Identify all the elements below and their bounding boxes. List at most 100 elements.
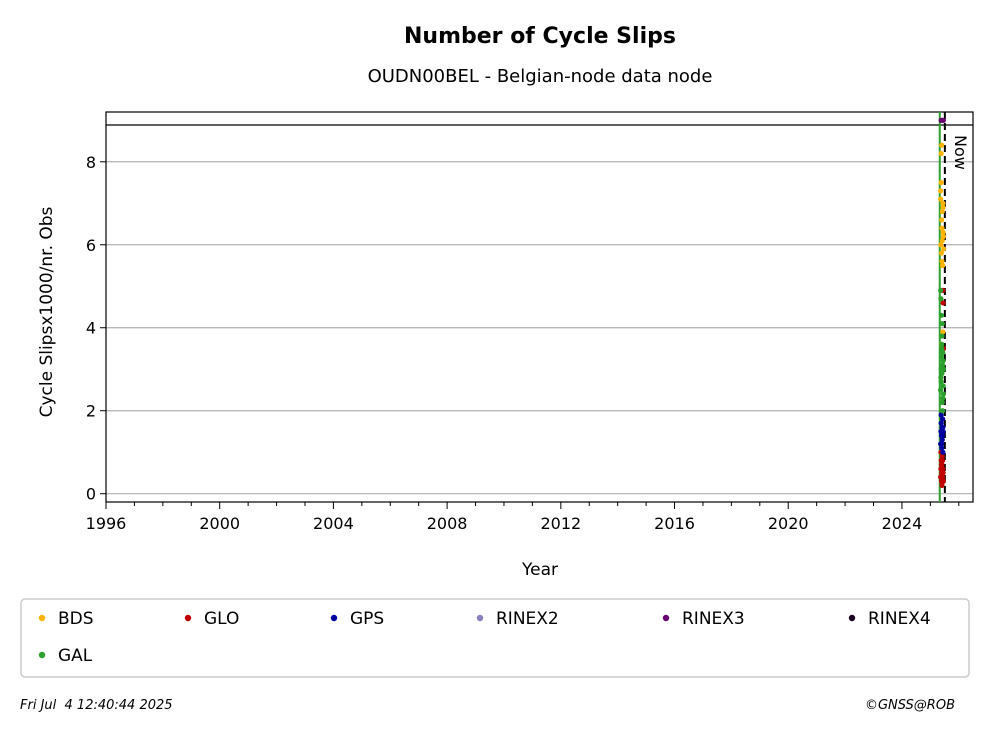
legend-box bbox=[20, 598, 970, 678]
point-gal bbox=[939, 362, 946, 368]
legend: BDS GLO GPS RINEX2 RINEX3 RINEX4 GAL bbox=[38, 609, 931, 666]
point-gal bbox=[938, 354, 945, 360]
legend-label-gps: GPS bbox=[350, 609, 384, 629]
point-gal bbox=[939, 399, 945, 406]
y-tick-label: 6 bbox=[86, 236, 96, 255]
point-gal bbox=[938, 312, 945, 318]
point-gal bbox=[939, 341, 945, 347]
point-gps bbox=[938, 412, 944, 418]
y-tick-label: 8 bbox=[86, 153, 96, 172]
point-glo bbox=[940, 478, 947, 484]
point-gps bbox=[939, 445, 945, 451]
point-bds bbox=[939, 258, 945, 264]
y-tick-label: 4 bbox=[86, 319, 96, 338]
point-glo bbox=[940, 466, 946, 472]
point-gal bbox=[940, 350, 946, 356]
point-bds bbox=[940, 204, 946, 211]
point-bds bbox=[937, 196, 944, 202]
chart-subtitle: OUDN00BEL - Belgian-node data node bbox=[368, 66, 713, 87]
legend-marker-bds bbox=[38, 614, 46, 622]
point-gal bbox=[939, 345, 945, 352]
legend-label-rinex2: RINEX2 bbox=[496, 609, 559, 629]
x-tick-label: 2004 bbox=[313, 514, 354, 533]
point-gal bbox=[939, 320, 945, 327]
point-gal bbox=[940, 383, 946, 389]
point-gps bbox=[939, 441, 945, 447]
x-tick-label: 1996 bbox=[86, 514, 127, 533]
point-gps bbox=[940, 449, 946, 455]
plot-frame bbox=[105, 111, 974, 503]
point-glo bbox=[940, 470, 946, 476]
legend-label-bds: BDS bbox=[58, 609, 94, 629]
point-gal bbox=[939, 370, 945, 376]
legend-label-rinex3: RINEX3 bbox=[682, 609, 745, 629]
y-tick-label: 2 bbox=[86, 402, 96, 421]
point-bds bbox=[939, 225, 945, 231]
grid-lines bbox=[106, 161, 973, 495]
x-tick-label: 2020 bbox=[768, 514, 809, 533]
y-tick-label: 0 bbox=[86, 485, 96, 504]
point-gps bbox=[940, 424, 946, 430]
legend-label-gal: GAL bbox=[58, 646, 93, 666]
point-bds bbox=[941, 246, 947, 252]
legend-marker-gal bbox=[38, 651, 46, 659]
point-bds bbox=[940, 233, 947, 240]
point-bds bbox=[939, 217, 945, 223]
x-axis-label: Year bbox=[521, 560, 558, 580]
data-points bbox=[937, 117, 947, 489]
point-gal bbox=[938, 296, 944, 302]
point-bds bbox=[938, 250, 945, 256]
point-bds bbox=[939, 208, 945, 215]
point-glo bbox=[939, 457, 946, 464]
point-gal bbox=[938, 379, 944, 385]
legend-label-rinex4: RINEX4 bbox=[868, 609, 931, 629]
point-glo bbox=[939, 474, 946, 480]
legend-label-glo: GLO bbox=[204, 609, 239, 629]
point-gal bbox=[939, 333, 945, 339]
point-gps bbox=[939, 433, 945, 439]
x-tick-label: 2008 bbox=[427, 514, 468, 533]
point-bds bbox=[939, 262, 946, 269]
legend-marker-rinex2 bbox=[476, 614, 484, 622]
point-rinex3 bbox=[940, 117, 947, 123]
point-gps bbox=[940, 428, 946, 435]
point-gal bbox=[938, 374, 944, 381]
point-gal bbox=[940, 358, 946, 364]
point-gal bbox=[937, 287, 944, 294]
point-glo bbox=[940, 300, 946, 306]
chart-title: Number of Cycle Slips bbox=[404, 24, 676, 49]
legend-marker-rinex3 bbox=[662, 614, 670, 622]
point-bds bbox=[940, 229, 946, 235]
point-bds bbox=[940, 329, 946, 335]
y-axis-label: Cycle Slipsx1000/nr. Obs bbox=[37, 206, 57, 417]
now-label: Now bbox=[951, 135, 970, 170]
point-bds bbox=[939, 142, 945, 148]
point-gps bbox=[938, 420, 944, 426]
legend-marker-glo bbox=[184, 614, 192, 622]
footer-copyright: ©GNSS@ROB bbox=[865, 698, 955, 713]
x-tick-label: 2016 bbox=[654, 514, 695, 533]
point-bds bbox=[938, 242, 944, 248]
x-tick-label: 2012 bbox=[540, 514, 581, 533]
point-gps bbox=[939, 416, 946, 422]
point-glo bbox=[938, 462, 945, 468]
point-gal bbox=[940, 366, 947, 372]
point-gal bbox=[940, 395, 946, 401]
point-bds bbox=[937, 188, 944, 194]
legend-marker-rinex4 bbox=[848, 614, 856, 622]
legend-marker-gps bbox=[330, 614, 338, 622]
footer-timestamp: Fri Jul 4 12:40:44 2025 bbox=[20, 698, 173, 713]
point-gal bbox=[937, 387, 944, 393]
point-bds bbox=[939, 238, 945, 244]
point-gps bbox=[939, 437, 945, 443]
x-tick-label: 2024 bbox=[882, 514, 923, 533]
point-gal bbox=[940, 391, 947, 397]
point-gal bbox=[939, 408, 946, 414]
y-axis-ticks: 0 2 4 6 8 bbox=[86, 153, 106, 504]
point-bds bbox=[940, 200, 946, 206]
point-glo bbox=[939, 482, 945, 489]
point-bds bbox=[938, 150, 944, 157]
x-tick-label: 2000 bbox=[199, 514, 240, 533]
point-bds bbox=[938, 179, 944, 186]
